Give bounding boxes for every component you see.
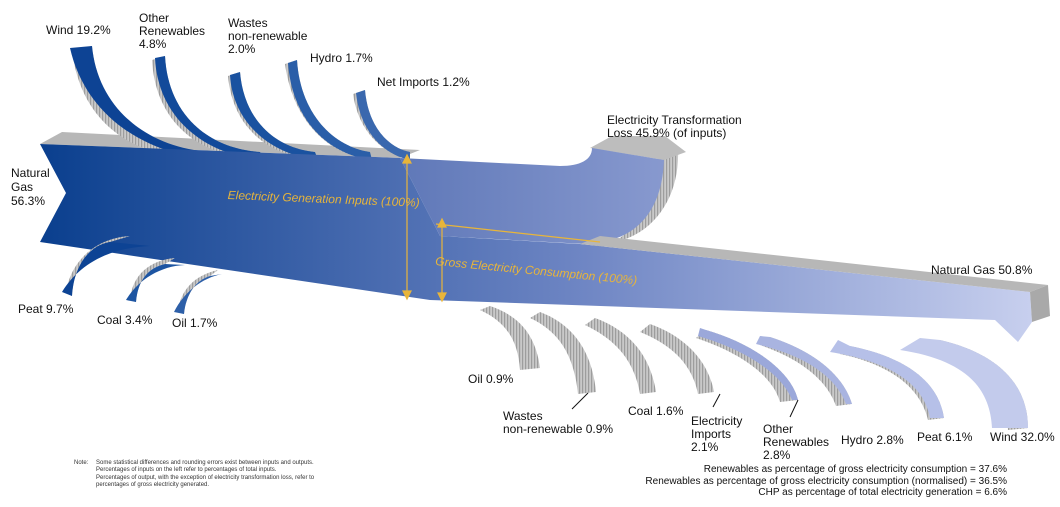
hydro-in-stream [288,60,372,160]
natural-gas-in-label-line3: 56.3% [11,194,46,208]
other-renewables-in-label-line3: 4.8% [139,37,167,51]
other-renewables-in-label-line2: Renewables [139,24,206,38]
wind-out-label: Wind 32.0% [990,430,1055,444]
other-renewables-out-wall [696,330,798,402]
incoming-lower [62,236,222,314]
electricity-imports-out-label-line1: Electricity [691,414,743,428]
wastes-in-label-line1: Wastes [228,16,268,30]
oil-in-label: Oil 1.7% [172,316,218,330]
peat-in-stream [62,242,150,296]
oil-in-stream [174,274,222,314]
hydro-out-label: Hydro 2.8% [841,433,904,447]
gross-consumption-arrowhead-down [437,292,447,303]
wastes-out-leader [571,392,589,410]
generation-inputs-arrowhead-up [402,153,412,164]
coal-in-stream [126,264,185,302]
oil-out-label: Oil 0.9% [468,372,514,386]
other-renewables-out-leader [789,399,799,418]
outgoing-lower [480,306,1028,430]
stat-renewables-gross: Renewables as percentage of gross electr… [703,464,1007,475]
stat-renewables-normalised: Renewables as percentage of gross electr… [645,475,1007,487]
generation-inputs-arrowhead-down [402,290,412,301]
peat-out-label: Peat 6.1% [917,430,973,444]
other-renewables-out-label-line1: Other [763,422,794,436]
gold-markers [402,153,601,303]
gross-consumption-divider [435,223,601,243]
loss-branch-top [590,136,686,160]
wastes-in-stream [230,72,318,160]
wastes-in-label-line2: non-renewable [228,29,308,43]
hydro-in-label: Hydro 1.7% [310,51,373,65]
loss-label-line1: Electricity Transformation [607,113,742,127]
wastes-out-label-line2: non-renewable 0.9% [503,422,614,436]
trunk-right-top-face [580,236,1048,292]
electricity-imports-out-wall [640,324,714,394]
wind-in-label: Wind 19.2% [46,23,111,37]
summary-statistics: Renewables as percentage of gross electr… [645,464,1007,499]
natural-gas-in-label-line1: Natural [11,166,50,180]
coal-out-label: Coal 1.6% [628,404,684,418]
wastes-out-wall [530,312,596,394]
electricity-imports-out-leader [712,393,721,408]
other-renewables-in-stream [155,56,265,160]
natural-gas-in-label-line2: Gas [11,180,34,194]
wind-out-stream [900,338,1028,428]
wastes-in-label-line3: 2.0% [228,42,256,56]
footnote-key: Note: [74,460,89,466]
incoming-upper-faces [70,46,410,160]
other-renewables-out-label-line3: 2.8% [763,448,791,462]
leader-lines [571,392,799,418]
footnote-line: Percentages of inputs on the left refer … [96,467,277,474]
other-renewables-out-label-line2: Renewables [763,435,830,449]
electricity-imports-out-label-line2: Imports [691,427,732,441]
coal-out-wall [585,318,656,394]
footnote: Note: Some statistical differences and r… [74,460,314,490]
hydro-out-stream [756,336,852,404]
wind-in-stream [70,46,230,160]
stat-chp: CHP as percentage of total electricity g… [758,487,1007,498]
net-imports-in-stream [356,90,410,160]
oil-out-wall [480,306,540,370]
other-renewables-in-label-line1: Other [139,11,170,25]
loss-branch-stream [400,148,664,244]
footnote-line: Some statistical differences and roundin… [96,460,314,466]
hydro-out-wall [760,337,852,406]
footnote-line: Percentages of output, with the exceptio… [96,474,315,481]
loss-label-line2: Loss 45.9% (of inputs) [607,126,727,140]
peat-out-stream [830,340,944,418]
net-imports-in-label: Net Imports 1.2% [377,75,470,89]
other-renewables-out-stream [698,328,798,400]
loss-branch [400,136,686,252]
electricity-imports-out-label-line3: 2.1% [691,440,719,454]
peat-in-label: Peat 9.7% [18,302,74,316]
wastes-out-label-line1: Wastes [503,409,543,423]
main-trunk [40,144,1032,342]
natural-gas-out-arrow [1030,285,1050,322]
coal-in-label: Coal 3.4% [97,313,153,327]
footnote-line: percentages of gross electricity generat… [96,482,210,489]
natural-gas-out-label: Natural Gas 50.8% [931,263,1033,277]
